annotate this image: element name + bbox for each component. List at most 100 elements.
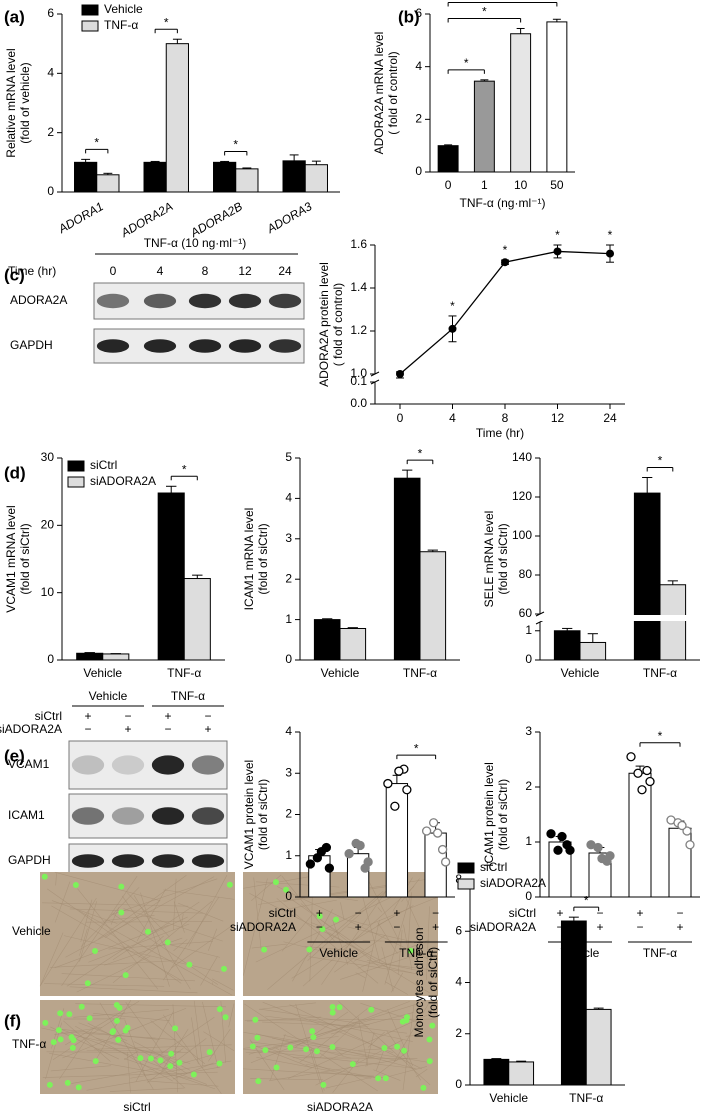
cell-texture bbox=[246, 1016, 322, 1022]
data-point bbox=[396, 370, 404, 378]
cell-texture bbox=[375, 1047, 385, 1071]
legend-label: siADORA2A bbox=[480, 876, 546, 890]
break-gap bbox=[541, 615, 701, 621]
cell-texture bbox=[47, 888, 182, 984]
cell-texture bbox=[228, 1003, 235, 1028]
condition-mark: − bbox=[124, 709, 131, 723]
bar bbox=[165, 43, 189, 193]
y-tick-label: 0 bbox=[525, 889, 532, 903]
legend-label: siCtrl bbox=[90, 458, 117, 472]
condition-mark: − bbox=[636, 920, 643, 934]
cell-texture bbox=[332, 919, 349, 966]
condition-mark: − bbox=[84, 722, 91, 736]
y-tick-label: 30 bbox=[41, 450, 55, 464]
fluorescent-cell bbox=[57, 1036, 64, 1043]
group-label: Vehicle bbox=[319, 946, 358, 960]
x-tick-label: 4 bbox=[449, 411, 456, 425]
data-point bbox=[553, 845, 563, 855]
band bbox=[96, 293, 130, 309]
cell-texture bbox=[93, 1044, 232, 1050]
fluorescent-cell bbox=[273, 1064, 280, 1071]
cell-texture bbox=[149, 916, 188, 936]
data-point bbox=[593, 842, 603, 853]
bar bbox=[282, 160, 306, 193]
data-point bbox=[606, 249, 614, 258]
cell-texture bbox=[61, 973, 195, 982]
y-tick-label: 4 bbox=[415, 59, 422, 73]
y-tick-label: 2 bbox=[525, 779, 532, 793]
y-tick-label: 2 bbox=[415, 112, 422, 126]
fluorescent-cell bbox=[72, 882, 79, 889]
cell-texture bbox=[112, 913, 219, 985]
fluorescent-cell bbox=[429, 1022, 436, 1029]
cell-texture bbox=[250, 1078, 324, 1081]
condition-mark: − bbox=[676, 906, 683, 920]
fluorescent-cell bbox=[172, 1025, 179, 1032]
fluorescent-cell bbox=[316, 913, 323, 920]
cell-texture bbox=[127, 1051, 131, 1093]
band bbox=[111, 854, 145, 868]
fluorescent-cell bbox=[368, 1006, 375, 1013]
bar bbox=[473, 80, 495, 173]
cell-texture bbox=[80, 886, 140, 947]
x-tick-label: ADORA3 bbox=[264, 199, 315, 236]
cell-texture bbox=[104, 900, 160, 939]
cell-texture bbox=[42, 902, 189, 907]
cell-texture bbox=[61, 875, 138, 987]
legend-label: siCtrl bbox=[480, 860, 507, 874]
y-axis-label: SELE mRNA level bbox=[482, 511, 496, 608]
fluorescent-cell bbox=[320, 1081, 327, 1088]
point-label: * bbox=[450, 299, 455, 313]
cell-texture bbox=[366, 959, 422, 972]
bar bbox=[102, 653, 130, 661]
fluorescent-cell bbox=[329, 1009, 336, 1016]
cell-texture bbox=[112, 901, 200, 961]
cell-texture bbox=[56, 1028, 160, 1040]
fluorescent-cell bbox=[336, 1004, 343, 1011]
y-tick-label: 4 bbox=[455, 975, 462, 989]
data-point bbox=[394, 766, 404, 776]
micrograph bbox=[40, 872, 235, 996]
y-tick-label: 2 bbox=[47, 125, 54, 139]
point-label: * bbox=[555, 228, 560, 242]
bar bbox=[553, 630, 581, 661]
y-axis-label: (fold of siCtrl) bbox=[496, 523, 510, 594]
cell-texture bbox=[407, 892, 412, 954]
condition-mark: + bbox=[393, 906, 400, 920]
band bbox=[228, 293, 262, 309]
cell-texture bbox=[46, 1051, 189, 1053]
blot-header: TNF-α (10 ng·ml⁻¹) bbox=[144, 236, 247, 250]
cell-texture bbox=[109, 1087, 185, 1092]
fluorescent-cell bbox=[349, 1061, 356, 1068]
significance-label: * bbox=[94, 136, 99, 150]
cell-texture bbox=[267, 890, 384, 990]
panel-label: (d) bbox=[4, 463, 26, 482]
cell-texture bbox=[325, 1076, 373, 1089]
cell-texture bbox=[368, 897, 437, 926]
column-label: siADORA2A bbox=[307, 1100, 373, 1114]
cell-texture bbox=[55, 873, 57, 886]
band bbox=[268, 339, 302, 353]
data-point bbox=[440, 857, 451, 867]
data-point bbox=[565, 845, 575, 855]
cell-texture bbox=[188, 874, 228, 947]
y-tick-label: 1.2 bbox=[350, 323, 367, 337]
point-label: * bbox=[503, 243, 508, 257]
cell-texture bbox=[300, 903, 381, 968]
y-tick-label: 1.4 bbox=[350, 280, 367, 294]
cell-texture bbox=[64, 1000, 140, 1046]
condition-mark: − bbox=[432, 906, 439, 920]
y-axis-label: VCAM1 mRNA level bbox=[4, 505, 18, 612]
cell-texture bbox=[244, 1003, 378, 1092]
cell-texture bbox=[377, 922, 398, 954]
cell-texture bbox=[255, 892, 400, 963]
cell-texture bbox=[88, 923, 190, 963]
cell-texture bbox=[171, 924, 234, 969]
bar bbox=[96, 174, 120, 193]
cell-texture bbox=[258, 1001, 424, 1054]
cell-texture bbox=[258, 1002, 316, 1010]
lane-label: 8 bbox=[202, 264, 209, 278]
bar bbox=[339, 627, 367, 661]
condition-mark: + bbox=[432, 920, 439, 934]
cell-texture bbox=[340, 902, 345, 920]
